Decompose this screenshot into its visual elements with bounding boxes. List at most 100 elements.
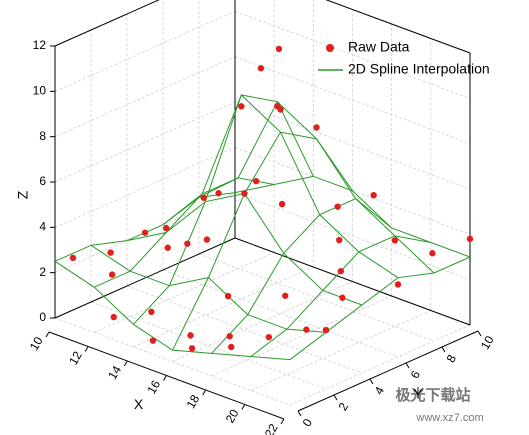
y-tick: [477, 330, 482, 337]
box-edge: [325, 0, 471, 54]
raw-point: [303, 326, 310, 333]
grid-line: [162, 269, 399, 358]
grid-line: [211, 295, 392, 377]
raw-point: [110, 313, 117, 321]
grid-line: [250, 310, 431, 391]
raw-point: [108, 271, 116, 278]
raw-point: [334, 203, 341, 210]
legend-label: Raw Data: [348, 39, 410, 55]
raw-point: [394, 281, 402, 288]
x-tick-label: 22: [262, 421, 281, 435]
x-tick-label: 12: [66, 349, 85, 368]
legend-marker: [326, 44, 334, 52]
raw-point: [224, 292, 232, 300]
raw-point: [69, 254, 77, 262]
raw-point: [187, 332, 194, 339]
raw-point: [200, 194, 207, 201]
raw-point: [322, 326, 330, 334]
y-tick-label: 4: [372, 384, 388, 397]
wire-y: [289, 256, 471, 361]
raw-point: [336, 236, 343, 244]
y-tick-label: 2: [336, 400, 352, 413]
wire-y: [132, 94, 314, 325]
raw-point: [275, 45, 283, 53]
grid-line: [126, 285, 363, 374]
z-axis-label: Z: [15, 190, 31, 199]
grid-line: [54, 317, 291, 406]
wire-y: [211, 198, 392, 354]
grid-line: [54, 10, 236, 92]
x-tick: [84, 346, 89, 352]
raw-point: [337, 267, 345, 275]
raw-point: [241, 190, 248, 197]
grid-line: [133, 266, 314, 348]
grid-line: [90, 301, 327, 390]
grid-line: [54, 192, 236, 274]
raw-point: [265, 333, 273, 341]
y-tick: [441, 346, 446, 353]
x-tick: [123, 360, 128, 367]
y-tick: [333, 394, 338, 401]
y-tick-label: 8: [444, 352, 460, 365]
wire-x: [126, 192, 363, 306]
raw-point: [184, 240, 191, 247]
raw-point: [203, 236, 211, 243]
raw-point: [466, 235, 474, 243]
raw-point: [148, 308, 155, 315]
z-tick-label: 0: [39, 310, 46, 324]
raw-point: [391, 237, 399, 244]
grid-line: [54, 56, 236, 138]
x-tick-label: 10: [27, 334, 46, 353]
watermark-url: www.xz7.com: [415, 412, 483, 424]
x-tick: [45, 331, 50, 338]
raw-point: [162, 224, 170, 232]
grid-line: [289, 324, 471, 406]
raw-point: [252, 177, 260, 185]
raw-point: [339, 294, 346, 301]
z-tick-label: 4: [39, 220, 46, 234]
raw-point: [313, 124, 320, 131]
x-tick: [241, 404, 246, 410]
raw-point: [282, 292, 289, 299]
raw-point: [149, 337, 157, 344]
x-tick-label: 20: [223, 407, 242, 426]
raw-point: [370, 192, 377, 199]
raw-point: [238, 103, 245, 110]
x-tick: [202, 389, 207, 396]
y-tick-label: 0: [300, 416, 316, 429]
watermark-title: 极光下载站: [395, 386, 470, 404]
grid-line: [54, 101, 236, 183]
y-axis: [297, 330, 479, 412]
raw-point: [226, 333, 233, 340]
y-axis-label: Y: [413, 386, 423, 402]
x-tick: [280, 418, 285, 425]
x-tick-label: 14: [105, 363, 124, 382]
wire-x: [54, 260, 291, 361]
wire-y: [93, 177, 275, 288]
grid-line: [234, 56, 471, 145]
raw-point: [278, 200, 286, 208]
z-tick-label: 8: [39, 129, 46, 143]
raw-point: [429, 250, 436, 257]
grid-line: [54, 146, 236, 228]
raw-point: [164, 244, 171, 251]
z-tick-label: 2: [39, 265, 46, 279]
z-tick-label: 6: [39, 174, 46, 188]
wire-y: [172, 131, 353, 351]
box-edge: [54, 0, 160, 47]
y-tick: [369, 378, 374, 385]
raw-point: [274, 103, 281, 110]
raw-point: [188, 345, 196, 352]
x-axis-label: X: [134, 396, 144, 412]
raw-point: [107, 249, 114, 256]
grid-line: [234, 10, 471, 99]
grid-line: [94, 252, 275, 333]
wire-y: [54, 192, 236, 262]
grid-line: [172, 281, 353, 362]
z-tick-label: 12: [33, 38, 47, 52]
box-edge: [54, 237, 236, 319]
legend-label: 2D Spline Interpolation: [348, 61, 490, 77]
z-tick-label: 10: [33, 84, 47, 98]
raw-point: [228, 343, 235, 351]
y-tick-label: 10: [478, 333, 497, 352]
